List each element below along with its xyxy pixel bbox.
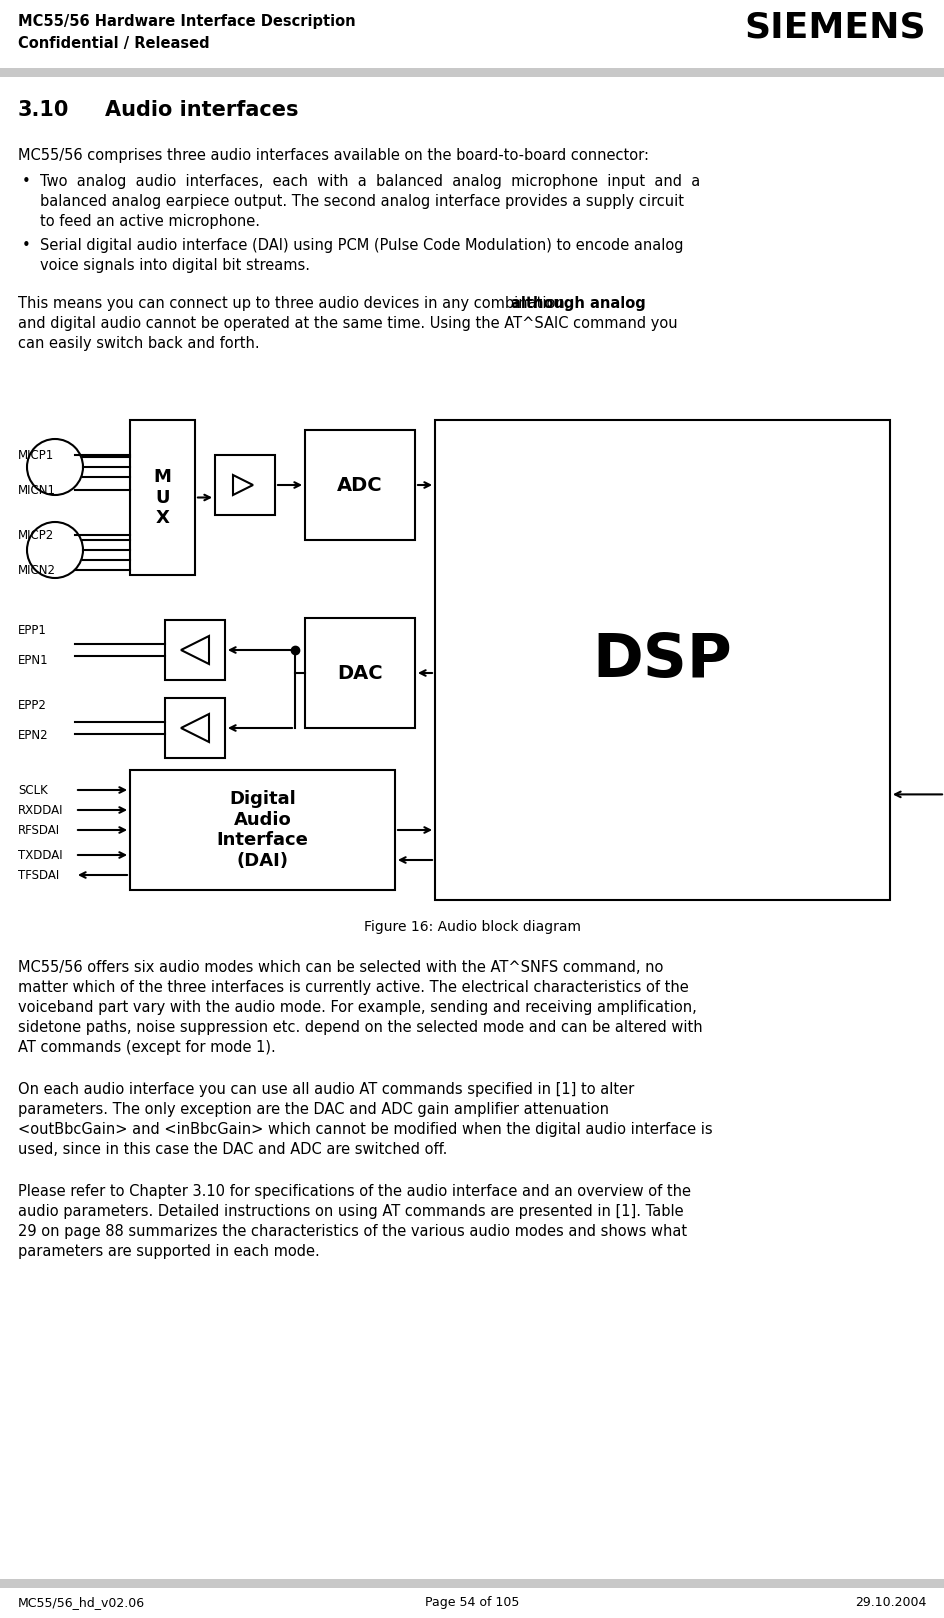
Text: Confidential / Released: Confidential / Released xyxy=(18,36,210,52)
Text: parameters. The only exception are the DAC and ADC gain amplifier attenuation: parameters. The only exception are the D… xyxy=(18,1102,609,1116)
Text: DSP: DSP xyxy=(593,631,733,689)
Bar xyxy=(435,421,890,900)
Text: Two  analog  audio  interfaces,  each  with  a  balanced  analog  microphone  in: Two analog audio interfaces, each with a… xyxy=(40,175,700,189)
Text: sidetone paths, noise suppression etc. depend on the selected mode and can be al: sidetone paths, noise suppression etc. d… xyxy=(18,1019,702,1036)
Text: parameters are supported in each mode.: parameters are supported in each mode. xyxy=(18,1244,320,1259)
Text: and digital audio cannot be operated at the same time. Using the AT^SAIC command: and digital audio cannot be operated at … xyxy=(18,316,678,332)
Bar xyxy=(305,618,415,728)
Text: SIEMENS: SIEMENS xyxy=(745,10,926,44)
Text: matter which of the three interfaces is currently active. The electrical charact: matter which of the three interfaces is … xyxy=(18,981,689,995)
Text: RXDDAI: RXDDAI xyxy=(18,804,63,817)
Text: AT commands (except for mode 1).: AT commands (except for mode 1). xyxy=(18,1040,276,1055)
Text: 3.10: 3.10 xyxy=(18,100,69,120)
Text: Digital
Audio
Interface
(DAI): Digital Audio Interface (DAI) xyxy=(216,790,309,870)
Bar xyxy=(130,421,195,574)
Text: voice signals into digital bit streams.: voice signals into digital bit streams. xyxy=(40,257,310,273)
Text: Serial digital audio interface (DAI) using PCM (Pulse Code Modulation) to encode: Serial digital audio interface (DAI) usi… xyxy=(40,238,683,252)
Text: although analog: although analog xyxy=(511,296,646,311)
Text: can easily switch back and forth.: can easily switch back and forth. xyxy=(18,337,260,351)
Text: MC55/56_hd_v02.06: MC55/56_hd_v02.06 xyxy=(18,1595,145,1608)
Text: voiceband part vary with the audio mode. For example, sending and receiving ampl: voiceband part vary with the audio mode.… xyxy=(18,1000,697,1014)
Bar xyxy=(165,620,225,680)
Text: Please refer to Chapter 3.10 for specifications of the audio interface and an ov: Please refer to Chapter 3.10 for specifi… xyxy=(18,1184,691,1199)
Text: MC55/56 comprises three audio interfaces available on the board-to-board connect: MC55/56 comprises three audio interfaces… xyxy=(18,147,649,163)
Text: <outBbcGain> and <inBbcGain> which cannot be modified when the digital audio int: <outBbcGain> and <inBbcGain> which canno… xyxy=(18,1121,713,1137)
Text: to feed an active microphone.: to feed an active microphone. xyxy=(40,214,260,230)
Text: MICP2: MICP2 xyxy=(18,529,54,542)
Text: MC55/56 offers six audio modes which can be selected with the AT^SNFS command, n: MC55/56 offers six audio modes which can… xyxy=(18,959,664,976)
Text: MICP1: MICP1 xyxy=(18,448,54,461)
Text: EPN1: EPN1 xyxy=(18,654,49,667)
Text: balanced analog earpiece output. The second analog interface provides a supply c: balanced analog earpiece output. The sec… xyxy=(40,194,684,209)
Text: EPP2: EPP2 xyxy=(18,699,47,712)
Bar xyxy=(0,1579,944,1587)
Bar xyxy=(130,770,395,890)
Bar xyxy=(0,68,944,78)
Text: MICN2: MICN2 xyxy=(18,563,56,576)
Text: MC55/56 Hardware Interface Description: MC55/56 Hardware Interface Description xyxy=(18,15,356,29)
Text: 29 on page 88 summarizes the characteristics of the various audio modes and show: 29 on page 88 summarizes the characteris… xyxy=(18,1223,687,1239)
Text: TFSDAI: TFSDAI xyxy=(18,869,59,882)
Text: Page 54 of 105: Page 54 of 105 xyxy=(425,1595,519,1608)
Text: RFSDAI: RFSDAI xyxy=(18,824,60,837)
Text: TXDDAI: TXDDAI xyxy=(18,848,62,861)
Text: EPP1: EPP1 xyxy=(18,623,47,636)
Bar xyxy=(215,455,275,515)
Text: SCLK: SCLK xyxy=(18,783,48,796)
Text: MICN1: MICN1 xyxy=(18,484,56,497)
Text: Figure 16: Audio block diagram: Figure 16: Audio block diagram xyxy=(363,921,581,934)
Text: used, since in this case the DAC and ADC are switched off.: used, since in this case the DAC and ADC… xyxy=(18,1142,447,1157)
Text: 29.10.2004: 29.10.2004 xyxy=(854,1595,926,1608)
Text: ADC: ADC xyxy=(337,476,383,495)
Text: Audio interfaces: Audio interfaces xyxy=(105,100,298,120)
Text: This means you can connect up to three audio devices in any combination,: This means you can connect up to three a… xyxy=(18,296,574,311)
Text: •: • xyxy=(22,175,31,189)
Text: EPN2: EPN2 xyxy=(18,728,49,741)
Text: DAC: DAC xyxy=(337,663,383,683)
Text: On each audio interface you can use all audio AT commands specified in [1] to al: On each audio interface you can use all … xyxy=(18,1082,634,1097)
Bar xyxy=(305,430,415,540)
Text: audio parameters. Detailed instructions on using AT commands are presented in [1: audio parameters. Detailed instructions … xyxy=(18,1204,683,1218)
Text: •: • xyxy=(22,238,31,252)
Bar xyxy=(165,697,225,757)
Text: M
U
X: M U X xyxy=(154,468,172,527)
